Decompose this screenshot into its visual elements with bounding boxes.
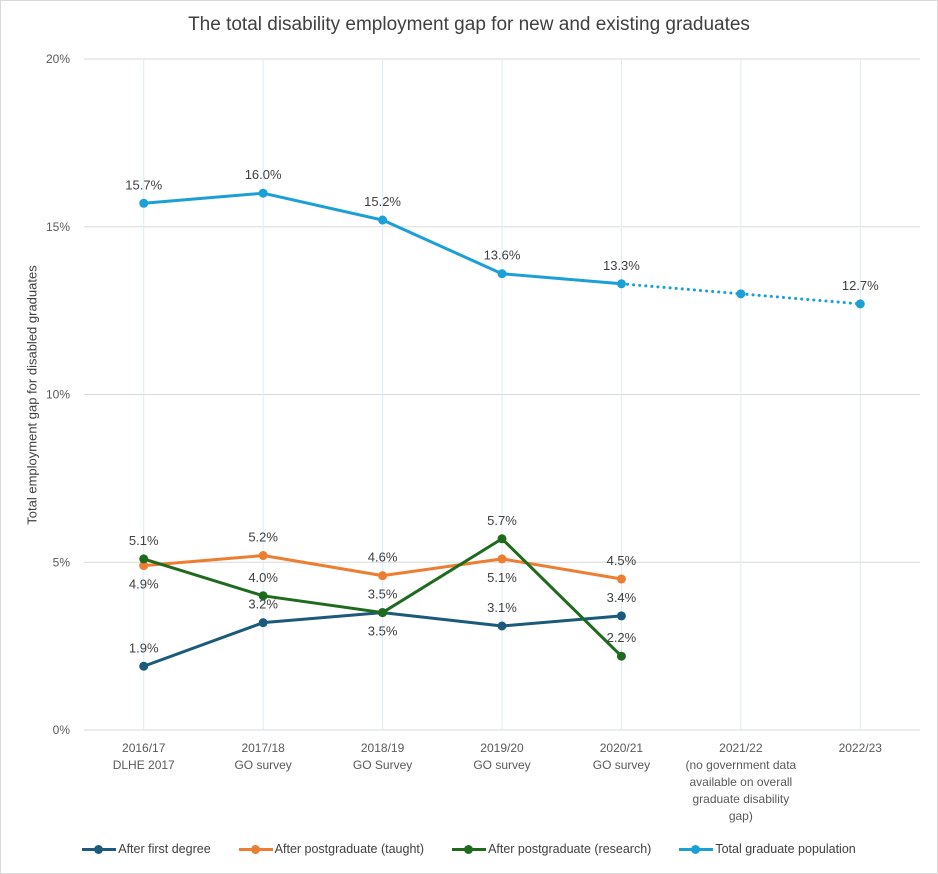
data-point xyxy=(378,215,388,225)
series-line-segment xyxy=(261,611,385,625)
data-point xyxy=(258,591,268,601)
x-tick-label: GO survey xyxy=(593,758,650,772)
y-tick-label: 20% xyxy=(46,52,70,66)
x-tick-label: available on overall xyxy=(689,775,792,789)
x-tick-label: (no government data xyxy=(685,758,796,772)
data-label: 1.9% xyxy=(129,640,159,655)
x-tick-label: GO survey xyxy=(234,758,291,772)
x-tick-label: 2022/23 xyxy=(839,741,883,755)
data-point xyxy=(378,571,388,581)
data-label: 3.5% xyxy=(368,624,398,639)
y-tick-label: 10% xyxy=(46,388,70,402)
x-tick-label: 2021/22 xyxy=(719,741,763,755)
series-line-segment xyxy=(739,292,862,306)
data-label: 3.4% xyxy=(607,590,637,605)
series-line-segment xyxy=(500,614,623,628)
data-point xyxy=(378,608,388,618)
data-label: 3.2% xyxy=(248,597,278,612)
y-tick-label: 0% xyxy=(53,723,71,737)
series-line-segment xyxy=(500,557,623,581)
legend-label: After postgraduate (taught) xyxy=(274,842,425,856)
data-point xyxy=(497,621,507,631)
series-line-segment xyxy=(142,621,265,668)
data-point xyxy=(497,554,507,564)
data-point xyxy=(497,269,507,279)
data-point xyxy=(736,289,746,299)
legend-item: After first degree xyxy=(82,842,211,856)
data-point xyxy=(616,651,626,661)
data-label: 5.2% xyxy=(248,530,278,545)
data-label: 5.1% xyxy=(487,570,517,585)
data-label: 15.2% xyxy=(364,194,401,209)
data-label: 16.0% xyxy=(245,167,282,182)
legend-swatch xyxy=(238,844,273,854)
x-tick-label: DLHE 2017 xyxy=(113,758,175,772)
series-line-segment xyxy=(619,282,743,296)
data-point xyxy=(497,534,507,544)
series-line-segment xyxy=(142,557,265,598)
data-label: 4.5% xyxy=(607,553,637,568)
series-line-segment xyxy=(261,554,385,578)
series-line-segment xyxy=(381,611,504,628)
x-tick-label: 2020/21 xyxy=(600,741,644,755)
legend-label: After postgraduate (research) xyxy=(488,842,652,856)
legend-item: Total graduate population xyxy=(679,842,856,856)
x-tick-label: 2016/17 xyxy=(122,741,166,755)
data-label: 12.7% xyxy=(842,278,879,293)
series-line-segment xyxy=(500,272,623,286)
data-label: 4.6% xyxy=(368,550,398,565)
series-line-segment xyxy=(142,191,265,205)
series-line-segment xyxy=(381,537,504,615)
data-label: 13.6% xyxy=(484,248,521,263)
x-tick-label: 2018/19 xyxy=(361,741,405,755)
data-point xyxy=(616,611,626,621)
data-point xyxy=(139,661,149,671)
x-tick-label: 2017/18 xyxy=(241,741,285,755)
legend-label: Total graduate population xyxy=(715,842,856,856)
data-label: 5.1% xyxy=(129,533,159,548)
legend-swatch xyxy=(679,844,714,854)
series-line-segment xyxy=(500,537,623,658)
data-point xyxy=(616,574,626,584)
data-point xyxy=(616,279,626,289)
data-point xyxy=(139,198,149,208)
data-label: 2.2% xyxy=(607,630,637,645)
legend-label: After first degree xyxy=(118,842,211,856)
x-tick-label: gap) xyxy=(729,809,753,823)
x-tick-label: GO survey xyxy=(473,758,530,772)
legend-swatch xyxy=(82,844,117,854)
data-point xyxy=(855,299,865,309)
x-tick-label: 2019/20 xyxy=(480,741,524,755)
data-label: 3.1% xyxy=(487,600,517,615)
x-tick-label: GO Survey xyxy=(353,758,412,772)
data-label: 5.7% xyxy=(487,513,517,528)
series-line-segment xyxy=(261,594,385,615)
data-point xyxy=(258,551,268,561)
data-point xyxy=(139,561,149,571)
y-tick-label: 15% xyxy=(46,220,70,234)
legend-swatch xyxy=(452,844,487,854)
data-point xyxy=(258,188,268,198)
legend-item: After postgraduate (research) xyxy=(452,842,651,856)
x-tick-label: graduate disability xyxy=(692,792,789,806)
series-line-segment xyxy=(381,557,504,578)
legend-item: After postgraduate (taught) xyxy=(238,842,425,856)
chart-title: The total disability employment gap for … xyxy=(188,14,750,35)
legend: After first degree After postgraduate (ta… xyxy=(0,842,938,856)
data-label: 4.9% xyxy=(129,577,159,592)
data-label: 15.7% xyxy=(125,177,162,192)
data-label: 3.5% xyxy=(368,587,398,602)
data-label: 13.3% xyxy=(603,258,640,273)
data-point xyxy=(139,554,149,564)
data-point xyxy=(258,618,268,628)
data-label: 4.0% xyxy=(248,570,278,585)
y-tick-label: 5% xyxy=(53,555,71,569)
series-line-segment xyxy=(261,191,385,222)
series-line-segment xyxy=(381,218,504,276)
